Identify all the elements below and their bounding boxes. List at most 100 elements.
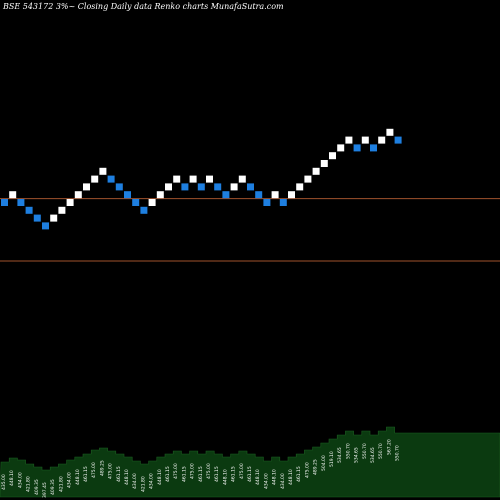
renko-brick	[9, 191, 17, 199]
renko-brick	[165, 183, 172, 191]
volume-label: 461.15	[83, 466, 89, 482]
volume-label: 409.35	[34, 479, 40, 495]
renko-brick	[320, 160, 328, 167]
renko-brick	[247, 183, 254, 191]
renko-brick	[255, 191, 263, 199]
volume-label: 534.65	[370, 447, 376, 463]
renko-brick	[140, 206, 148, 214]
volume-label: 550.70	[378, 443, 384, 459]
volume-label: 461.15	[247, 466, 253, 482]
renko-brick	[296, 183, 304, 191]
renko-brick	[312, 167, 320, 175]
renko-brick	[222, 191, 230, 199]
renko-brick	[206, 175, 213, 183]
renko-brick	[370, 144, 377, 152]
volume-label: 489.25	[313, 459, 319, 475]
volume-label: 434.00	[280, 473, 286, 489]
renko-brick	[345, 136, 353, 144]
renko-brick	[156, 191, 164, 199]
renko-brick	[238, 175, 246, 183]
volume-label: 448.10	[9, 470, 15, 486]
volume-label: 421.80	[26, 476, 32, 492]
renko-brick	[25, 206, 33, 214]
volume-label: 397.45	[42, 482, 48, 498]
volume-label: 475.00	[190, 463, 196, 479]
renko-brick	[214, 183, 222, 191]
renko-brick	[132, 199, 140, 206]
renko-brick	[17, 199, 25, 206]
renko-brick	[230, 183, 238, 191]
volume-label: 534.65	[354, 447, 360, 463]
renko-brick	[50, 214, 58, 222]
volume-label: 519.10	[329, 451, 335, 467]
volume-label: 461.15	[198, 466, 204, 482]
renko-brick	[279, 199, 287, 206]
renko-brick	[361, 136, 369, 144]
renko-brick	[148, 199, 156, 206]
volume-label: 475.00	[108, 463, 114, 479]
renko-brick	[42, 222, 49, 230]
volume-label: 461.15	[181, 466, 187, 482]
renko-brick	[58, 206, 66, 214]
volume-label: 567.20	[386, 439, 392, 455]
volume-label: 448.10	[157, 469, 163, 485]
volume-label: 475.00	[206, 463, 212, 479]
volume-label: 434.00	[17, 472, 23, 488]
volume-label: 421.80	[140, 476, 146, 492]
renko-brick	[99, 167, 107, 175]
renko-brick	[271, 191, 279, 199]
volume-label: 534.65	[337, 447, 343, 463]
volume-label: 550.70	[395, 445, 401, 461]
renko-brick	[378, 136, 386, 144]
volume-label: 475.00	[239, 463, 245, 479]
volume-label: 475.00	[304, 462, 310, 478]
renko-brick	[263, 199, 271, 206]
level-lines	[0, 198, 500, 262]
volume-label: 550.70	[362, 443, 368, 459]
renko-brick	[1, 199, 8, 206]
renko-bricks	[1, 128, 402, 230]
volume-label: 461.15	[231, 466, 237, 482]
renko-brick	[394, 136, 402, 144]
volume-label: 435.00	[1, 474, 7, 490]
volume-label: 448.10	[288, 469, 294, 485]
volume-label: 461.15	[214, 466, 220, 482]
volume-label: 489.25	[99, 460, 105, 476]
volume-label: 550.70	[345, 443, 351, 459]
renko-brick	[173, 175, 181, 183]
volume-label: 475.00	[91, 462, 97, 478]
volume-label: 461.15	[116, 466, 122, 482]
volume-label: 461.15	[296, 466, 302, 482]
renko-brick	[115, 183, 123, 191]
renko-brick	[189, 175, 197, 183]
volume-label: 448.10	[75, 469, 81, 485]
volume-label: 409.35	[50, 479, 56, 495]
renko-brick	[33, 214, 41, 222]
volume-label: 434.00	[149, 473, 155, 489]
chart-header: BSE 543172 3%~ Closing Daily data Renko …	[2, 2, 284, 11]
volume-label: 448.10	[272, 469, 278, 485]
renko-brick	[124, 191, 131, 199]
volume-label: 448.10	[124, 469, 130, 485]
renko-brick	[197, 183, 205, 191]
volume-labels: 435.00 448.10 434.00 421.80 409.35 397.45 409.…	[1, 439, 401, 498]
volume-label: 504.00	[321, 455, 327, 471]
volume-label: 434.00	[67, 472, 73, 488]
renko-brick	[386, 128, 394, 136]
volume-area	[0, 426, 500, 498]
renko-brick	[288, 191, 295, 199]
renko-brick	[337, 144, 345, 152]
renko-brick	[107, 175, 115, 183]
renko-brick	[91, 175, 99, 183]
renko-brick	[353, 144, 361, 152]
volume-label: 475.00	[173, 463, 179, 479]
renko-brick	[83, 183, 90, 191]
volume-label: 448.10	[222, 469, 228, 485]
volume-label: 461.15	[165, 466, 171, 482]
renko-brick	[66, 199, 74, 206]
volume-label: 421.80	[58, 476, 64, 492]
renko-brick	[304, 175, 312, 183]
volume-area-shape	[0, 426, 500, 498]
volume-label: 434.00	[263, 473, 269, 489]
